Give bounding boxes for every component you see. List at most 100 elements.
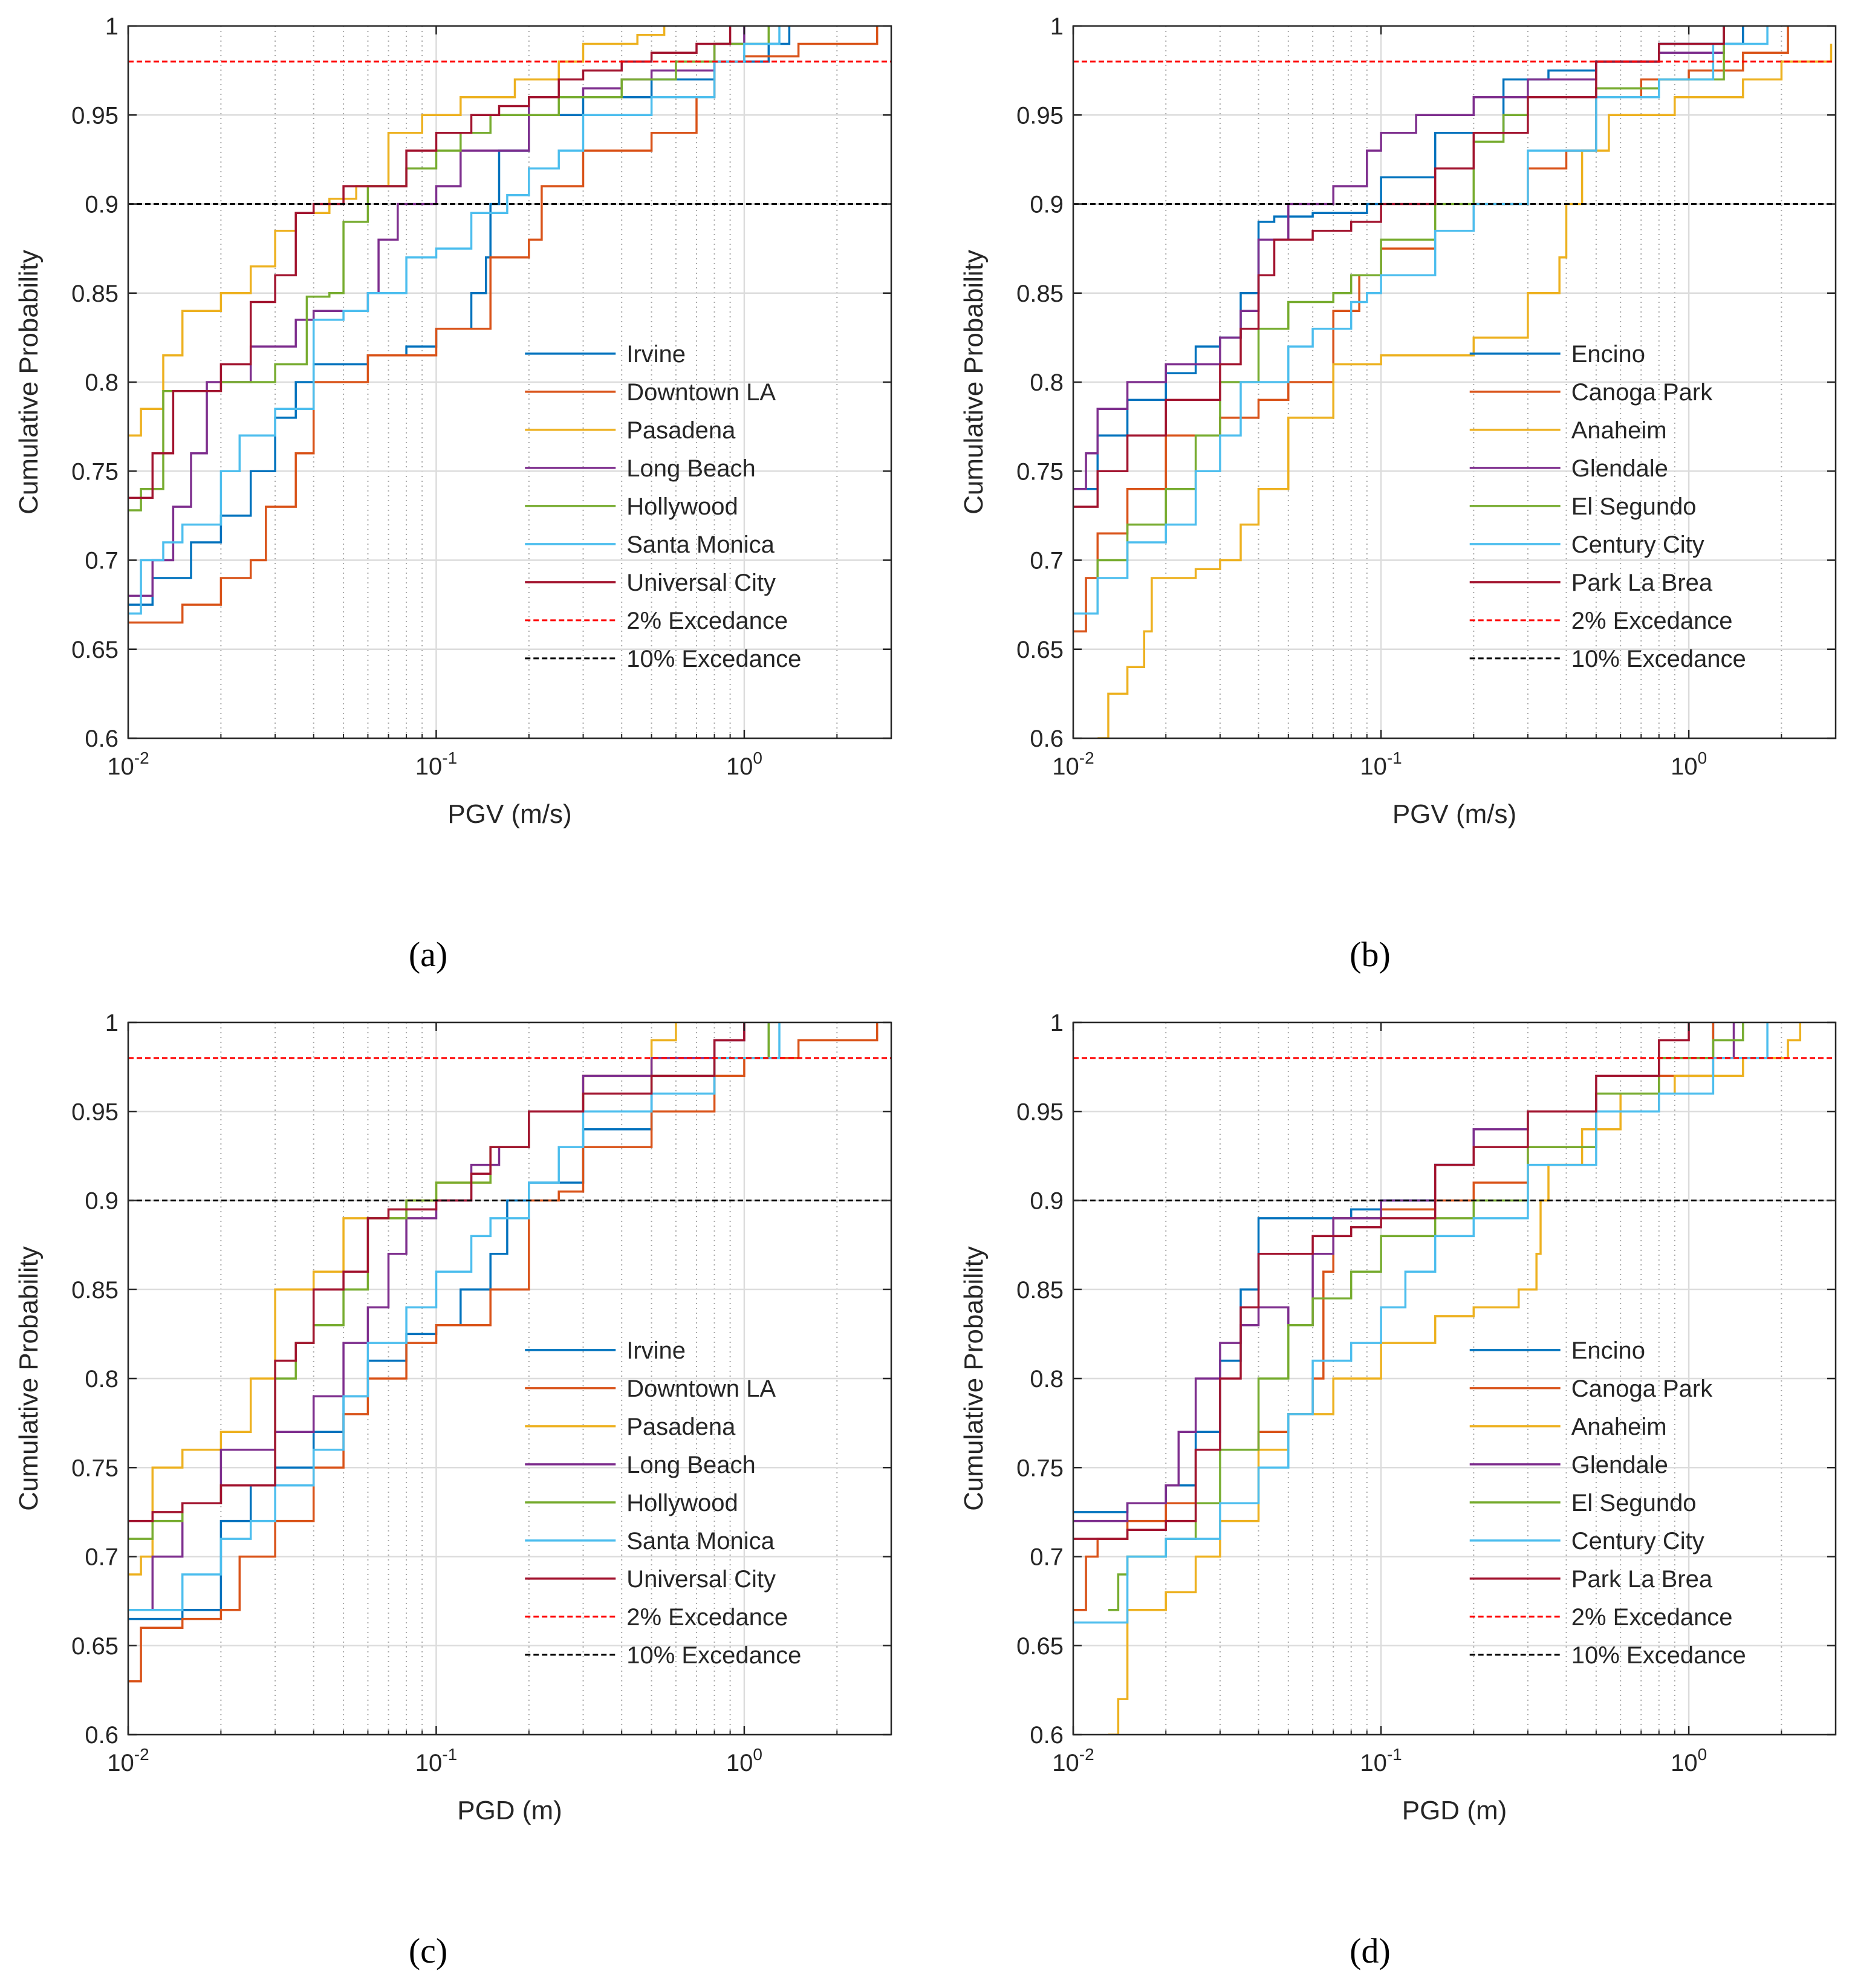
y-tick-label: 0.7 bbox=[1030, 548, 1064, 574]
x-tick-label-exponent: 0 bbox=[753, 749, 762, 767]
x-axis-label: PGV (m/s) bbox=[447, 799, 571, 829]
legend-label-long-beach: Long Beach bbox=[626, 455, 756, 482]
legend-label-hollywood: Hollywood bbox=[626, 493, 738, 520]
x-tick-label-exponent: 0 bbox=[753, 1745, 762, 1764]
y-tick-label: 0.65 bbox=[1016, 1633, 1064, 1660]
x-tick-label-exponent: -2 bbox=[1079, 1745, 1094, 1764]
y-tick-label: 0.9 bbox=[85, 1188, 119, 1215]
legend-label-glendale: Glendale bbox=[1571, 1452, 1668, 1478]
legend-label-canoga-park: Canoga Park bbox=[1571, 1376, 1713, 1402]
y-tick-label: 0.75 bbox=[71, 1455, 119, 1481]
y-tick-label: 0.75 bbox=[1016, 458, 1064, 485]
legend: Irvine Downtown LA Pasadena Long Beach Holly… bbox=[525, 341, 801, 672]
x-tick-label-exponent: -2 bbox=[1079, 749, 1094, 767]
y-tick-label: 0.85 bbox=[71, 281, 119, 307]
legend-label-park-la-brea: Park La Brea bbox=[1571, 570, 1713, 596]
legend-label-downtown-la: Downtown LA bbox=[626, 1376, 776, 1402]
legend-label-universal-city: Universal City bbox=[626, 570, 776, 596]
y-tick-label: 0.95 bbox=[71, 1099, 119, 1125]
caption-b: (b) bbox=[1350, 935, 1391, 974]
legend-label-anaheim: Anaheim bbox=[1571, 1414, 1667, 1440]
x-tick-label-base: 10 bbox=[107, 753, 134, 780]
y-tick-label: 0.65 bbox=[71, 637, 119, 663]
y-tick-label: 0.8 bbox=[1030, 369, 1064, 396]
x-tick-label-exponent: -1 bbox=[442, 749, 457, 767]
x-axis-label: PGV (m/s) bbox=[1392, 799, 1516, 829]
y-tick-label: 1 bbox=[105, 1010, 119, 1036]
y-tick-label: 0.7 bbox=[1030, 1544, 1064, 1571]
legend-label-canoga-park: Canoga Park bbox=[1571, 379, 1713, 406]
x-tick-label-base: 10 bbox=[726, 753, 753, 780]
x-tick-label: 10-2 bbox=[1052, 749, 1094, 780]
y-tick-label: 0.85 bbox=[1016, 281, 1064, 307]
x-tick-label: 10-1 bbox=[415, 1745, 457, 1776]
x-tick-label-base: 10 bbox=[1052, 1750, 1079, 1776]
x-tick-label-base: 10 bbox=[415, 1750, 443, 1776]
legend-label-el-segundo: El Segundo bbox=[1571, 1490, 1697, 1516]
legend-label-pasadena: Pasadena bbox=[626, 1414, 736, 1440]
series-line-universal-city bbox=[128, 26, 732, 499]
y-axis-label: Cumulative Probability bbox=[959, 250, 989, 515]
caption-a: (a) bbox=[409, 935, 447, 974]
x-axis-label: PGD (m) bbox=[457, 1796, 562, 1825]
y-tick-label: 0.7 bbox=[85, 548, 119, 574]
series-line-universal-city bbox=[128, 1022, 746, 1522]
series-line-park-la-brea bbox=[1073, 26, 1725, 508]
legend-label-encino: Encino bbox=[1571, 1337, 1645, 1364]
x-tick-label: 10-1 bbox=[1360, 749, 1402, 780]
series-line-century-city bbox=[1073, 1022, 1769, 1624]
y-tick-label: 0.9 bbox=[1030, 192, 1064, 218]
y-tick-label: 1 bbox=[1050, 1010, 1064, 1036]
y-tick-label: 0.65 bbox=[71, 1633, 119, 1660]
x-tick-label-base: 10 bbox=[1360, 1750, 1387, 1776]
y-tick-label: 0.75 bbox=[1016, 1455, 1064, 1481]
legend-label-universal-city: Universal City bbox=[626, 1566, 776, 1593]
x-tick-label-base: 10 bbox=[1671, 753, 1698, 780]
legend: Encino Canoga Park Anaheim Glendale El Segun… bbox=[1469, 341, 1746, 672]
series-line-park-la-brea bbox=[1073, 1022, 1690, 1540]
legend-label-irvine: Irvine bbox=[626, 341, 686, 368]
y-tick-label: 0.8 bbox=[85, 369, 119, 396]
legend-label-anaheim: Anaheim bbox=[1571, 417, 1667, 444]
legend: Encino Canoga Park Anaheim Glendale El Segun… bbox=[1469, 1337, 1746, 1669]
x-tick-label-exponent: 0 bbox=[1698, 1745, 1707, 1764]
x-tick-label-base: 10 bbox=[415, 753, 443, 780]
legend-label-2-excedance: 2% Excedance bbox=[626, 608, 788, 634]
y-tick-label: 0.9 bbox=[1030, 1188, 1064, 1215]
legend-label-irvine: Irvine bbox=[626, 1337, 686, 1364]
series-line-santa-monica bbox=[128, 1022, 781, 1611]
x-tick-label: 10-2 bbox=[107, 1745, 149, 1776]
x-tick-label-base: 10 bbox=[107, 1750, 134, 1776]
x-tick-label: 10-2 bbox=[1052, 1745, 1094, 1776]
x-tick-label: 10-2 bbox=[107, 749, 149, 780]
y-tick-label: 0.6 bbox=[1030, 726, 1064, 752]
legend-label-santa-monica: Santa Monica bbox=[626, 531, 775, 558]
legend-label-pasadena: Pasadena bbox=[626, 417, 736, 444]
x-tick-label-exponent: -1 bbox=[1387, 749, 1402, 767]
y-tick-label: 0.7 bbox=[85, 1544, 119, 1571]
caption-c: (c) bbox=[409, 1931, 447, 1970]
legend-label-park-la-brea: Park La Brea bbox=[1571, 1566, 1713, 1593]
y-axis-label: Cumulative Probability bbox=[959, 1246, 989, 1511]
y-tick-label: 0.6 bbox=[85, 1722, 119, 1749]
y-tick-label: 0.8 bbox=[1030, 1366, 1064, 1392]
caption-d: (d) bbox=[1350, 1931, 1391, 1970]
x-tick-label: 100 bbox=[1671, 1745, 1707, 1776]
series-line-anaheim bbox=[1097, 44, 1833, 738]
y-tick-label: 0.6 bbox=[1030, 1722, 1064, 1749]
y-tick-label: 0.85 bbox=[71, 1277, 119, 1304]
x-tick-label-base: 10 bbox=[1052, 753, 1079, 780]
series-group bbox=[1073, 26, 1836, 738]
y-tick-label: 1 bbox=[105, 13, 119, 40]
legend-label-long-beach: Long Beach bbox=[626, 1452, 756, 1478]
x-tick-label: 10-1 bbox=[415, 749, 457, 780]
legend-label-10-excedance: 10% Excedance bbox=[1571, 646, 1746, 672]
legend-label-glendale: Glendale bbox=[1571, 455, 1668, 482]
x-tick-label-exponent: -2 bbox=[134, 749, 149, 767]
legend-label-santa-monica: Santa Monica bbox=[626, 1528, 775, 1554]
